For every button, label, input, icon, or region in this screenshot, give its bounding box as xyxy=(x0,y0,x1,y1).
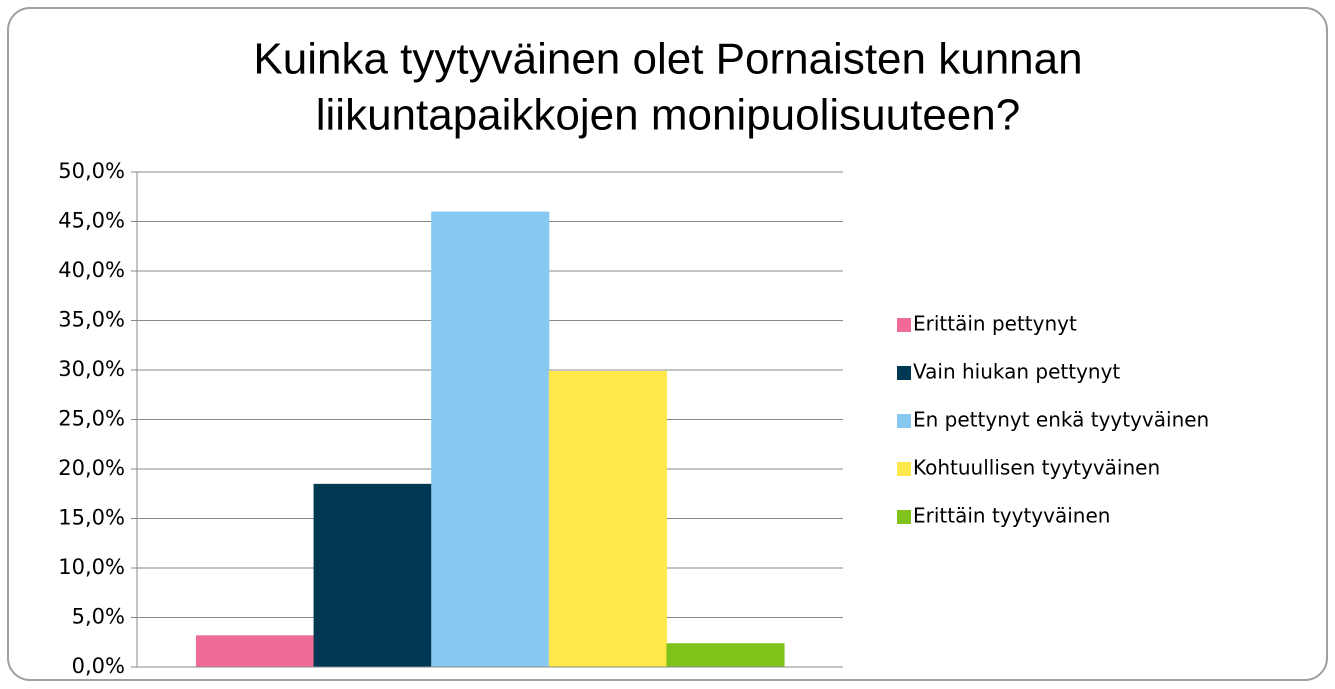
y-tick-label: 10,0% xyxy=(58,555,125,579)
y-tick-label: 5,0% xyxy=(72,605,125,629)
bar xyxy=(313,483,432,667)
legend-label: Erittäin tyytyväinen xyxy=(913,504,1110,528)
y-tick-label: 30,0% xyxy=(58,357,125,381)
bar xyxy=(666,643,785,667)
y-tick-label: 25,0% xyxy=(58,407,125,431)
chart-title: Kuinka tyytyväinen olet Pornaisten kunna… xyxy=(253,35,1082,84)
y-tick-label: 50,0% xyxy=(58,159,125,183)
y-tick-label: 45,0% xyxy=(58,209,125,233)
legend-label: Kohtuullisen tyytyväinen xyxy=(913,456,1160,480)
legend-swatch xyxy=(897,414,911,428)
bar xyxy=(431,211,550,667)
y-tick-label: 15,0% xyxy=(58,506,125,530)
chart-title: liikuntapaikkojen monipuolisuuteen? xyxy=(316,91,1020,140)
y-tick-label: 35,0% xyxy=(58,308,125,332)
legend-swatch xyxy=(897,510,911,524)
y-tick-label: 20,0% xyxy=(58,456,125,480)
y-tick-label: 0,0% xyxy=(72,654,125,678)
legend-label: Vain hiukan pettynyt xyxy=(913,360,1120,384)
legend-swatch xyxy=(897,462,911,476)
bar xyxy=(548,370,667,667)
legend-label: Erittäin pettynyt xyxy=(913,312,1077,336)
y-tick-label: 40,0% xyxy=(58,258,125,282)
legend-swatch xyxy=(897,366,911,380)
legend-swatch xyxy=(897,318,911,332)
legend-label: En pettynyt enkä tyytyväinen xyxy=(913,408,1209,432)
bar xyxy=(195,635,315,667)
